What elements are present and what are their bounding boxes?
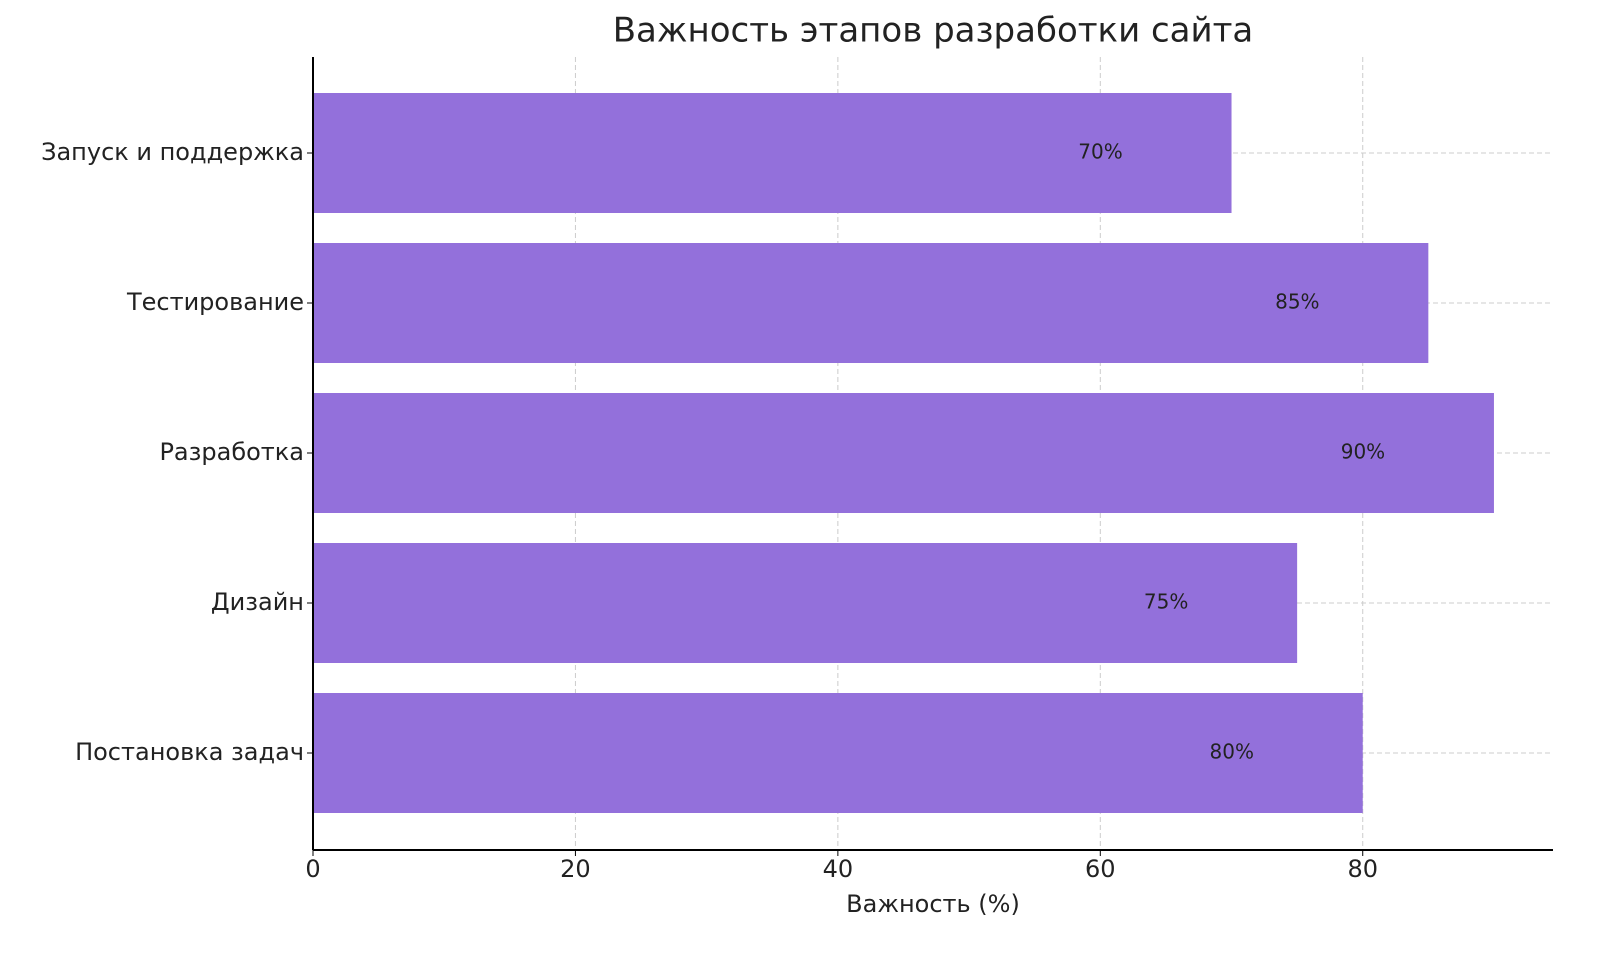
y-tick-label: Постановка задач	[75, 738, 304, 766]
x-tick-label: 0	[305, 855, 320, 883]
y-tick-label: Тестирование	[126, 288, 304, 316]
y-tick-label: Разработка	[159, 438, 304, 466]
bar	[313, 693, 1363, 813]
chart-title: Важность этапов разработки сайта	[613, 11, 1254, 51]
value-label: 70%	[1078, 140, 1122, 164]
y-tick-label: Дизайн	[211, 588, 304, 616]
x-axis-label: Важность (%)	[846, 890, 1020, 918]
bar	[313, 93, 1232, 213]
value-label: 85%	[1275, 290, 1319, 314]
x-tick-label: 20	[560, 855, 591, 883]
x-tick-label: 40	[823, 855, 854, 883]
bar	[313, 243, 1429, 363]
x-tick-label: 80	[1347, 855, 1378, 883]
bar	[313, 393, 1494, 513]
value-label: 75%	[1144, 590, 1188, 614]
x-tick-label: 60	[1085, 855, 1116, 883]
bar	[313, 543, 1298, 663]
y-tick-label: Запуск и поддержка	[41, 138, 304, 166]
value-label: 90%	[1341, 440, 1385, 464]
value-label: 80%	[1210, 740, 1254, 764]
